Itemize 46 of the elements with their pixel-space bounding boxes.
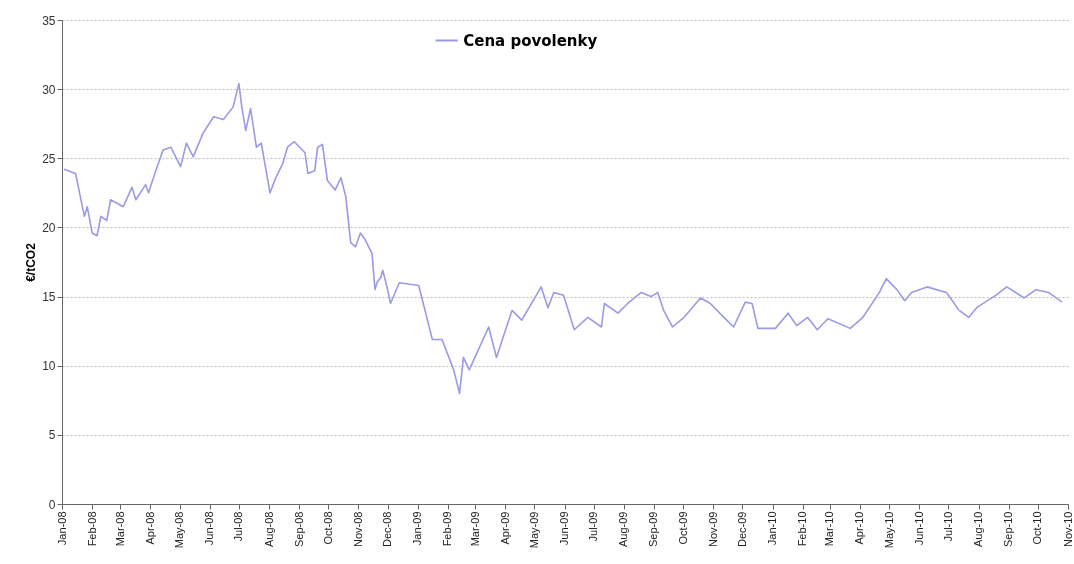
x-tick-label: Sep-09 (647, 511, 660, 547)
x-tick-label: Jul-09 (587, 511, 600, 542)
x-tick-label: Jun-09 (558, 511, 571, 546)
x-tick-label: Jan-08 (55, 511, 68, 546)
legend-label: Cena povolenky (463, 31, 598, 50)
y-tick-label: 0 (48, 497, 56, 512)
x-tick-label: Mar-09 (468, 511, 481, 547)
x-tick-label: Apr-09 (498, 511, 511, 545)
x-tick-label: Aug-08 (262, 511, 275, 547)
y-axis-title: €/tCO2 (24, 242, 39, 282)
x-tick-label: May-10 (882, 511, 895, 549)
y-tick-label: 20 (42, 220, 56, 235)
x-tick-label: Oct-08 (321, 511, 334, 545)
x-tick-label: Mar-10 (823, 511, 836, 547)
x-tick-label: Jun-08 (203, 511, 216, 546)
x-tick-label: Apr-10 (853, 511, 866, 545)
x-tick-label: Dec-08 (381, 511, 394, 547)
x-tick-label: Aug-09 (617, 511, 630, 547)
x-tick-label: Sep-10 (1002, 511, 1015, 547)
x-tick-label: Aug-10 (972, 511, 985, 547)
y-tick-label: 5 (48, 428, 56, 443)
y-tick-label: 10 (42, 359, 56, 374)
x-tick-label: Jan-09 (411, 511, 424, 546)
x-tick-label: Nov-10 (1061, 511, 1074, 547)
line-series (63, 82, 1063, 395)
y-tick-label: 25 (42, 151, 56, 166)
y-tick-label: 35 (42, 13, 56, 28)
y-tick-label: 15 (42, 290, 56, 305)
x-tick-label: Feb-08 (85, 511, 98, 547)
x-tick-label: Dec-09 (735, 511, 748, 547)
x-tick-label: Jan-10 (766, 511, 779, 546)
x-tick-label: Mar-08 (113, 511, 126, 547)
x-tick-label: Nov-09 (706, 511, 719, 547)
x-tick-label: Jul-08 (232, 511, 245, 542)
x-tick-label: May-09 (527, 511, 540, 549)
x-tick-label: Nov-08 (351, 511, 364, 547)
x-tick-label: Sep-08 (292, 511, 305, 547)
x-tick-label: Apr-08 (143, 511, 156, 545)
x-tick-label: Jun-10 (912, 511, 925, 546)
x-tick-label: Feb-09 (441, 511, 454, 547)
x-tick-label: Feb-10 (796, 511, 809, 547)
x-tick-label: Oct-09 (676, 511, 689, 545)
x-tick-label: May-08 (173, 511, 186, 549)
y-tick-label: 30 (42, 82, 56, 97)
x-tick-label: Oct-10 (1031, 511, 1044, 545)
x-tick-label: Jul-10 (941, 511, 954, 542)
